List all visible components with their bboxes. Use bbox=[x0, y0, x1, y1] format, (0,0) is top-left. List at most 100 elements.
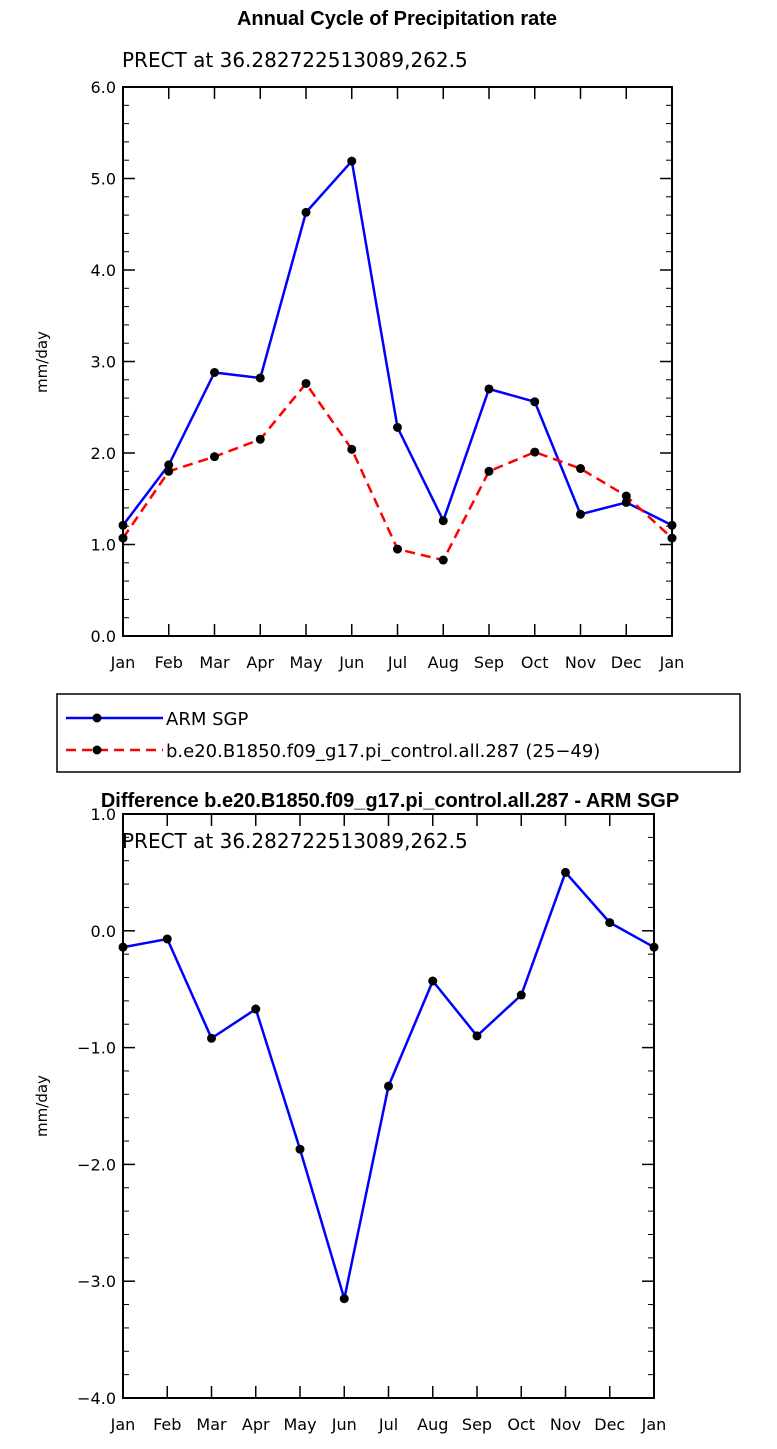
chart-2-x-tick-label: Feb bbox=[153, 1415, 181, 1434]
chart-2-x-tick-label: Sep bbox=[462, 1415, 492, 1434]
chart-1-series-2-point bbox=[438, 555, 448, 565]
chart-2-x-tick-label: Jan bbox=[110, 1415, 136, 1434]
chart-1-series-1-point bbox=[301, 207, 311, 217]
chart-1-series-1-point bbox=[576, 509, 585, 519]
chart-1-series-1-point bbox=[164, 460, 174, 470]
chart-1-x-tick-label: Dec bbox=[611, 653, 642, 672]
chart-1-axes: Jan Feb Mar Apr May Jun Jul Aug Sep Oct Nov Dec Jan 0… bbox=[91, 78, 685, 672]
chart-1-y-tick-label: 3.0 bbox=[91, 353, 116, 372]
chart-2-y-tick-label: −1.0 bbox=[77, 1039, 116, 1058]
chart-2-series-1-point bbox=[207, 1033, 216, 1043]
legend-box bbox=[56, 693, 741, 773]
chart-1-y-axis-label: mm/day bbox=[33, 331, 51, 393]
chart-difference: Difference b.e20.B1850.f09_g17.pi_contro… bbox=[33, 790, 679, 1434]
chart-1-series-1-point bbox=[255, 373, 265, 383]
chart-2-y-axis-label: mm/day bbox=[33, 1075, 51, 1137]
chart-1-series-1-point bbox=[530, 397, 540, 407]
chart-2-y-tick-label: −4.0 bbox=[77, 1389, 116, 1408]
chart-2-series-1-point bbox=[384, 1081, 393, 1091]
chart-2-series-1-point bbox=[251, 1004, 261, 1014]
chart-1-series-2-point bbox=[164, 466, 174, 476]
chart-2-x-tick-label: Nov bbox=[550, 1415, 581, 1434]
chart-1-series-2-point bbox=[301, 378, 311, 388]
chart-1-series-1-line bbox=[122, 158, 673, 527]
chart-2-series-1-point bbox=[339, 1294, 349, 1304]
legend-label-model: b.e20.B1850.f09_g17.pi_control.all.287 (… bbox=[166, 741, 600, 762]
chart-2-series-1-point bbox=[561, 867, 570, 877]
legend: ARM SGP b.e20.B1850.f09_g17.pi_control.a… bbox=[56, 693, 741, 773]
chart-2-series-1-point bbox=[428, 976, 438, 986]
chart-1-x-tick-label: Feb bbox=[155, 653, 183, 672]
chart-2-x-tick-label: Dec bbox=[594, 1415, 625, 1434]
legend-marker-arm-sgp bbox=[92, 713, 102, 723]
chart-2-y-tick-label: 0.0 bbox=[91, 922, 116, 941]
chart-1-title: Annual Cycle of Precipitation rate bbox=[237, 8, 557, 30]
chart-1-x-tick-label: Mar bbox=[199, 653, 230, 672]
chart-1-x-tick-label: Jun bbox=[338, 653, 364, 672]
chart-1-subtitle: PRECT at 36.282722513089,262.5 bbox=[122, 48, 468, 72]
chart-1-series-2-line bbox=[121, 381, 673, 562]
chart-2-series-1-point bbox=[162, 934, 172, 944]
chart-1-series-2-point bbox=[484, 466, 494, 476]
chart-2-x-tick-label: Jun bbox=[331, 1415, 357, 1434]
chart-1-series-1-point bbox=[210, 367, 219, 377]
chart-2-x-tick-label: Aug bbox=[417, 1415, 448, 1434]
chart-2-x-tick-label: Oct bbox=[507, 1415, 535, 1434]
chart-2-series-1-point bbox=[295, 1144, 305, 1154]
chart-2-title: Difference b.e20.B1850.f09_g17.pi_contro… bbox=[101, 790, 679, 812]
chart-2-series-1-point bbox=[118, 942, 128, 952]
chart-1-series-2-point bbox=[621, 491, 631, 501]
chart-1-y-tick-label: 1.0 bbox=[91, 536, 116, 555]
chart-2-plot-frame bbox=[122, 813, 655, 1399]
chart-1-series-1-point bbox=[621, 497, 631, 507]
chart-1-x-tick-label: Jan bbox=[110, 653, 136, 672]
chart-1-series-1-point bbox=[118, 520, 128, 530]
legend-marker-model bbox=[92, 745, 102, 755]
chart-2-series-1-point bbox=[605, 918, 615, 928]
chart-1-series-1-point bbox=[438, 516, 448, 526]
chart-1-series-2-point bbox=[576, 464, 585, 474]
chart-1-x-tick-label: Jul bbox=[387, 653, 407, 672]
chart-1-y-tick-label: 6.0 bbox=[91, 78, 116, 97]
chart-1-series-1-point bbox=[393, 422, 402, 432]
chart-2-x-tick-label: Mar bbox=[196, 1415, 227, 1434]
chart-1-series-1-point bbox=[347, 156, 357, 166]
chart-annual-cycle: Annual Cycle of Precipitation rate PRECT… bbox=[33, 8, 684, 672]
chart-2-series bbox=[118, 867, 659, 1304]
chart-2-y-tick-label: −2.0 bbox=[77, 1155, 116, 1174]
chart-1-series-1-point bbox=[484, 384, 494, 394]
chart-1-x-tick-label: Oct bbox=[521, 653, 549, 672]
chart-1-x-tick-label: Jan bbox=[659, 653, 685, 672]
chart-1-y-tick-label: 5.0 bbox=[91, 170, 116, 189]
chart-1-y-tick-label: 2.0 bbox=[91, 444, 116, 463]
chart-2-series-1-point bbox=[516, 990, 526, 1000]
chart-1-y-tick-label: 0.0 bbox=[91, 627, 116, 646]
chart-2-axes: Jan Feb Mar Apr May Jun Jul Aug Sep Oct Nov Dec Jan −… bbox=[77, 805, 666, 1434]
chart-1-series-2-point bbox=[393, 544, 402, 554]
chart-1-x-tick-label: Nov bbox=[565, 653, 596, 672]
chart-2-y-tick-label: 1.0 bbox=[91, 805, 116, 824]
chart-2-x-tick-label: May bbox=[283, 1415, 316, 1434]
chart-2-x-tick-label: Apr bbox=[242, 1415, 270, 1434]
chart-2-subtitle: PRECT at 36.282722513089,262.5 bbox=[122, 829, 468, 853]
chart-1-x-tick-label: May bbox=[289, 653, 322, 672]
chart-1-y-tick-label: 4.0 bbox=[91, 261, 116, 280]
chart-1-series-2-point bbox=[347, 444, 357, 454]
chart-1-x-tick-label: Sep bbox=[474, 653, 504, 672]
legend-label-arm-sgp: ARM SGP bbox=[166, 709, 248, 730]
chart-1-x-tick-label: Aug bbox=[428, 653, 459, 672]
chart-1-series-1-point bbox=[667, 520, 677, 530]
chart-1-plot-frame bbox=[122, 86, 673, 637]
chart-2-y-tick-label: −3.0 bbox=[77, 1272, 116, 1291]
chart-1-series-2-point bbox=[667, 533, 677, 543]
chart-1-series-2-point bbox=[118, 533, 128, 543]
chart-1-series bbox=[118, 156, 677, 565]
chart-1-series-2-point bbox=[210, 452, 219, 462]
chart-1-series-2-point bbox=[530, 447, 540, 457]
chart-2-x-tick-label: Jul bbox=[378, 1415, 398, 1434]
chart-2-series-1-point bbox=[649, 942, 659, 952]
chart-2-series-1-point bbox=[472, 1031, 482, 1041]
chart-2-x-tick-label: Jan bbox=[641, 1415, 667, 1434]
chart-1-series-2-point bbox=[255, 434, 265, 444]
